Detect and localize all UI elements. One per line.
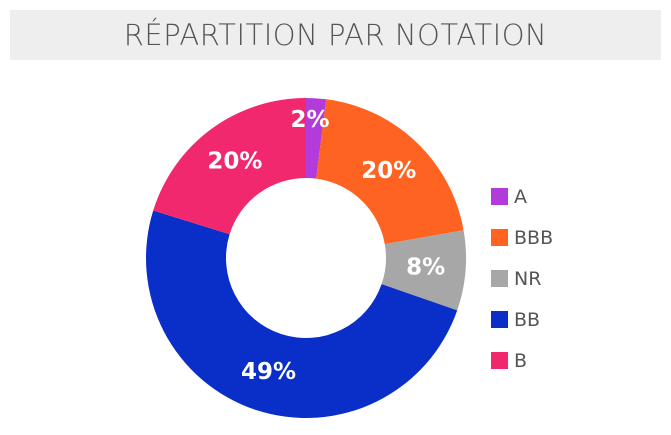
legend-item-bbb: BBB (491, 217, 581, 258)
slice-bbb (316, 99, 464, 245)
slice-label-a: 2% (290, 107, 329, 133)
slice-label-b: 20% (207, 148, 262, 174)
legend-item-a: A (491, 176, 581, 217)
slice-bb (146, 210, 458, 418)
chart-title: RÉPARTITION PAR NOTATION (123, 18, 548, 52)
legend-item-nr: NR (491, 258, 581, 299)
slice-label-bbb: 20% (361, 158, 416, 184)
legend-swatch (491, 188, 508, 205)
slice-b (153, 97, 306, 235)
title-bar: RÉPARTITION PAR NOTATION (10, 10, 661, 60)
legend-item-bb: BB (491, 299, 581, 340)
legend-label: NR (514, 267, 542, 290)
legend-swatch (491, 270, 508, 287)
legend-swatch (491, 311, 508, 328)
slice-label-nr: 8% (406, 255, 445, 281)
slice-a (306, 98, 327, 179)
legend-label: BB (514, 308, 541, 331)
legend-item-b: B (491, 340, 581, 381)
slice-label-bb: 49% (241, 359, 296, 385)
legend-swatch (491, 352, 508, 369)
legend-label: A (514, 185, 527, 208)
legend: A BBB NR BB B (491, 176, 581, 381)
legend-swatch (491, 229, 508, 246)
donut-slices (146, 97, 466, 418)
slice-labels: 2% 20% 8% 49% 20% (207, 107, 445, 385)
legend-label: BBB (514, 226, 554, 249)
legend-label: B (514, 349, 528, 372)
slice-nr (381, 230, 466, 311)
